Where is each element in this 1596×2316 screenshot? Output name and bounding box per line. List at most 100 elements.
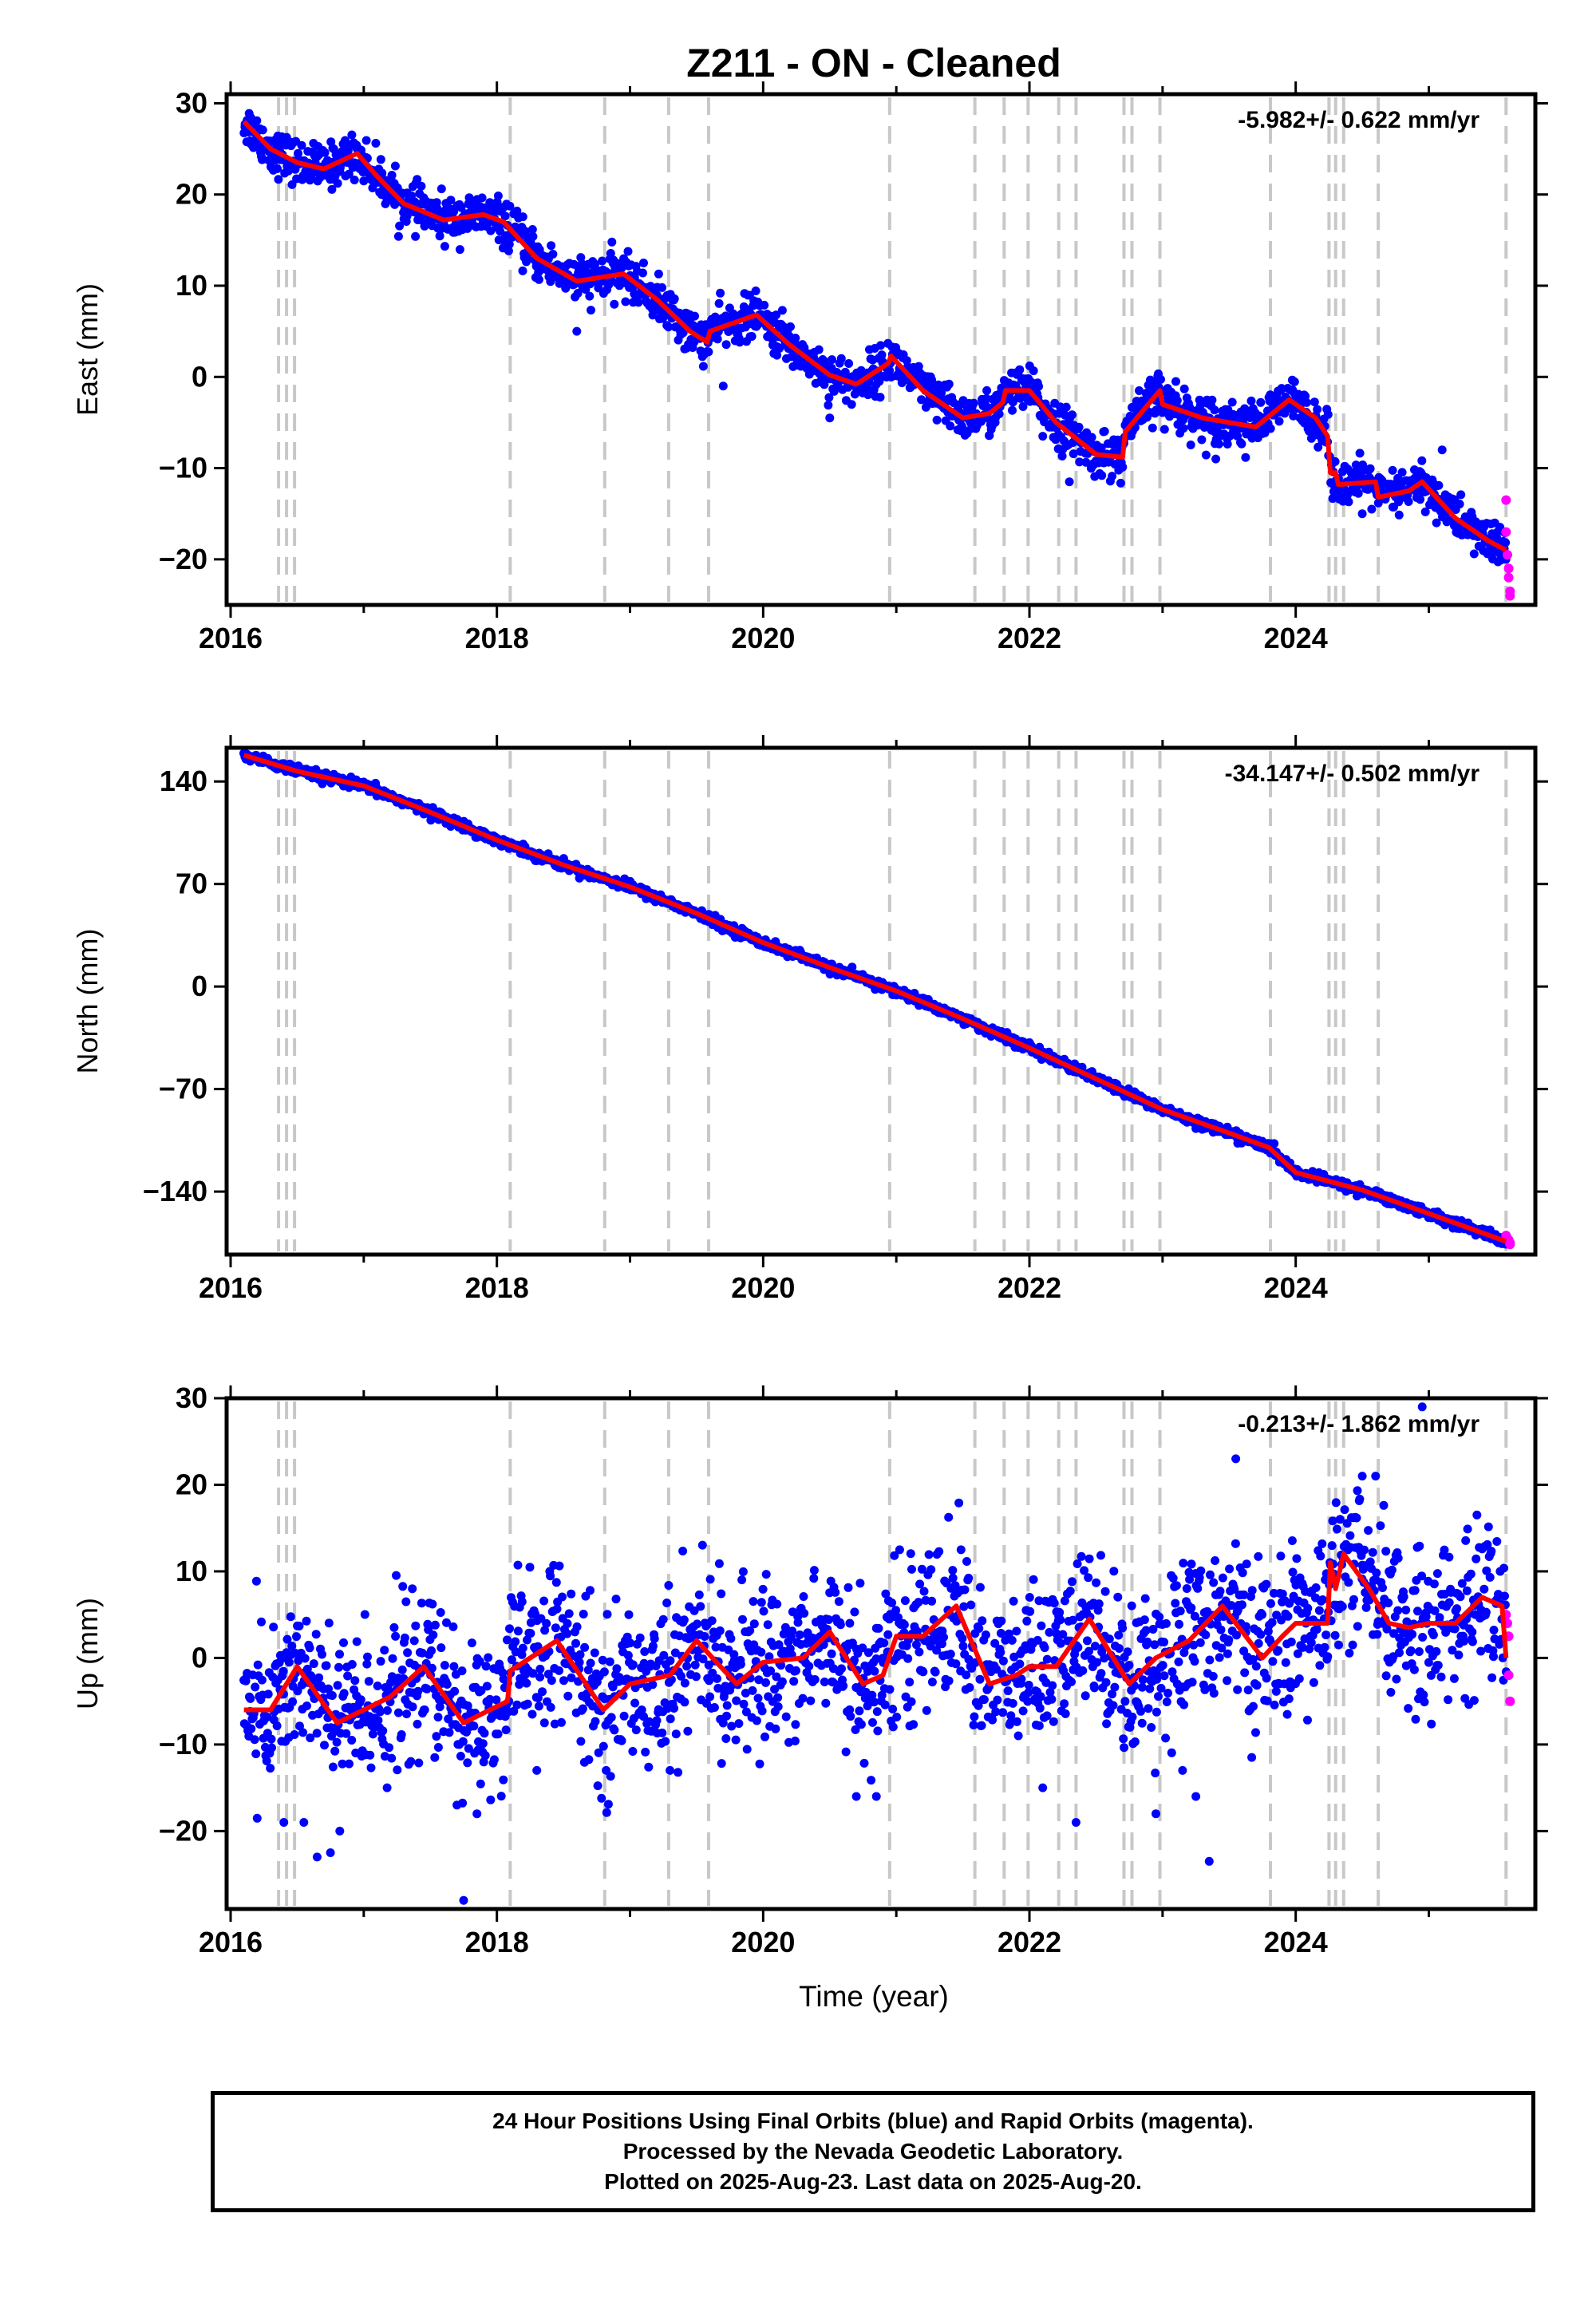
data-point bbox=[696, 1602, 705, 1611]
data-point bbox=[670, 294, 679, 303]
data-point bbox=[476, 1779, 485, 1788]
data-point bbox=[654, 269, 663, 279]
data-point bbox=[450, 1686, 460, 1696]
data-point bbox=[1074, 422, 1084, 432]
data-point bbox=[630, 1698, 640, 1708]
data-point bbox=[1367, 504, 1377, 514]
data-point bbox=[982, 385, 992, 395]
data-point bbox=[1394, 497, 1404, 507]
data-point bbox=[1148, 423, 1157, 433]
data-point bbox=[587, 306, 595, 315]
data-point bbox=[563, 1691, 573, 1701]
data-point bbox=[1388, 465, 1397, 475]
data-point bbox=[903, 1654, 913, 1663]
data-point bbox=[402, 1709, 411, 1719]
data-point bbox=[907, 1564, 916, 1574]
data-point bbox=[576, 1737, 586, 1746]
data-point bbox=[350, 176, 359, 184]
x-tick-label: 2018 bbox=[465, 1271, 529, 1304]
data-point bbox=[752, 1716, 761, 1725]
data-point bbox=[1266, 424, 1275, 433]
rapid-point bbox=[1501, 495, 1511, 505]
data-point bbox=[430, 1620, 440, 1630]
data-point bbox=[892, 1713, 902, 1721]
data-point bbox=[605, 1657, 614, 1666]
data-point bbox=[635, 1633, 645, 1642]
data-point bbox=[899, 1620, 909, 1630]
data-point bbox=[1179, 424, 1188, 433]
data-point bbox=[753, 1694, 763, 1703]
data-point bbox=[666, 1714, 675, 1724]
final-orbit-points bbox=[239, 1402, 1511, 1905]
data-point bbox=[436, 1608, 445, 1617]
data-point bbox=[518, 1643, 527, 1653]
data-point bbox=[387, 1753, 397, 1763]
data-point bbox=[1314, 442, 1323, 452]
data-point bbox=[558, 1592, 567, 1602]
data-point bbox=[591, 1717, 600, 1726]
data-point bbox=[522, 1678, 531, 1688]
data-point bbox=[535, 1672, 545, 1682]
data-point bbox=[1207, 395, 1217, 405]
data-point bbox=[585, 291, 595, 301]
data-point bbox=[330, 1746, 340, 1756]
data-point bbox=[1211, 454, 1221, 464]
x-tick-label: 2018 bbox=[465, 622, 529, 654]
data-point bbox=[273, 164, 282, 173]
data-point bbox=[658, 283, 667, 292]
data-point bbox=[449, 1662, 459, 1671]
data-point bbox=[606, 1772, 615, 1781]
data-point bbox=[395, 221, 405, 231]
data-point bbox=[376, 1657, 385, 1666]
data-point bbox=[713, 1674, 721, 1683]
data-point bbox=[378, 1726, 388, 1736]
data-point bbox=[251, 1576, 261, 1586]
data-point bbox=[397, 1665, 407, 1674]
data-point bbox=[433, 1713, 443, 1722]
data-point bbox=[693, 1619, 702, 1629]
data-point bbox=[247, 1724, 256, 1733]
data-point bbox=[726, 1634, 736, 1643]
data-point bbox=[511, 1637, 520, 1646]
data-point bbox=[949, 398, 958, 408]
data-point bbox=[347, 130, 357, 140]
data-point bbox=[1156, 374, 1165, 384]
data-point bbox=[266, 1764, 275, 1773]
data-point bbox=[1171, 377, 1180, 386]
data-point bbox=[683, 1726, 693, 1736]
data-point bbox=[400, 1633, 409, 1642]
data-point bbox=[876, 341, 885, 350]
data-point bbox=[705, 1692, 715, 1701]
data-point bbox=[729, 309, 738, 318]
y-tick-label: 0 bbox=[192, 970, 207, 1002]
data-point bbox=[1018, 402, 1028, 411]
data-point bbox=[763, 1620, 772, 1630]
data-point bbox=[279, 1666, 288, 1676]
data-point bbox=[469, 1721, 479, 1731]
data-point bbox=[1469, 549, 1479, 559]
data-point bbox=[982, 393, 991, 403]
data-point bbox=[548, 250, 558, 259]
data-point bbox=[628, 1660, 638, 1670]
data-point bbox=[505, 1624, 514, 1634]
data-point bbox=[638, 268, 647, 278]
data-point bbox=[906, 1549, 915, 1559]
data-point bbox=[670, 1704, 679, 1713]
data-point bbox=[392, 1571, 401, 1580]
data-point bbox=[263, 1690, 273, 1699]
data-point bbox=[258, 125, 267, 135]
data-point bbox=[250, 1735, 259, 1745]
data-point bbox=[798, 1694, 808, 1703]
data-point bbox=[709, 1703, 719, 1712]
data-point bbox=[1246, 396, 1256, 405]
data-point bbox=[772, 310, 781, 320]
data-point bbox=[382, 1705, 392, 1715]
data-point bbox=[347, 1660, 357, 1669]
data-point bbox=[241, 1676, 251, 1686]
data-point bbox=[722, 1711, 731, 1721]
data-point bbox=[563, 1618, 572, 1628]
data-point bbox=[364, 1677, 373, 1686]
data-point bbox=[1197, 435, 1207, 445]
data-point bbox=[534, 275, 543, 284]
data-point bbox=[528, 231, 538, 241]
